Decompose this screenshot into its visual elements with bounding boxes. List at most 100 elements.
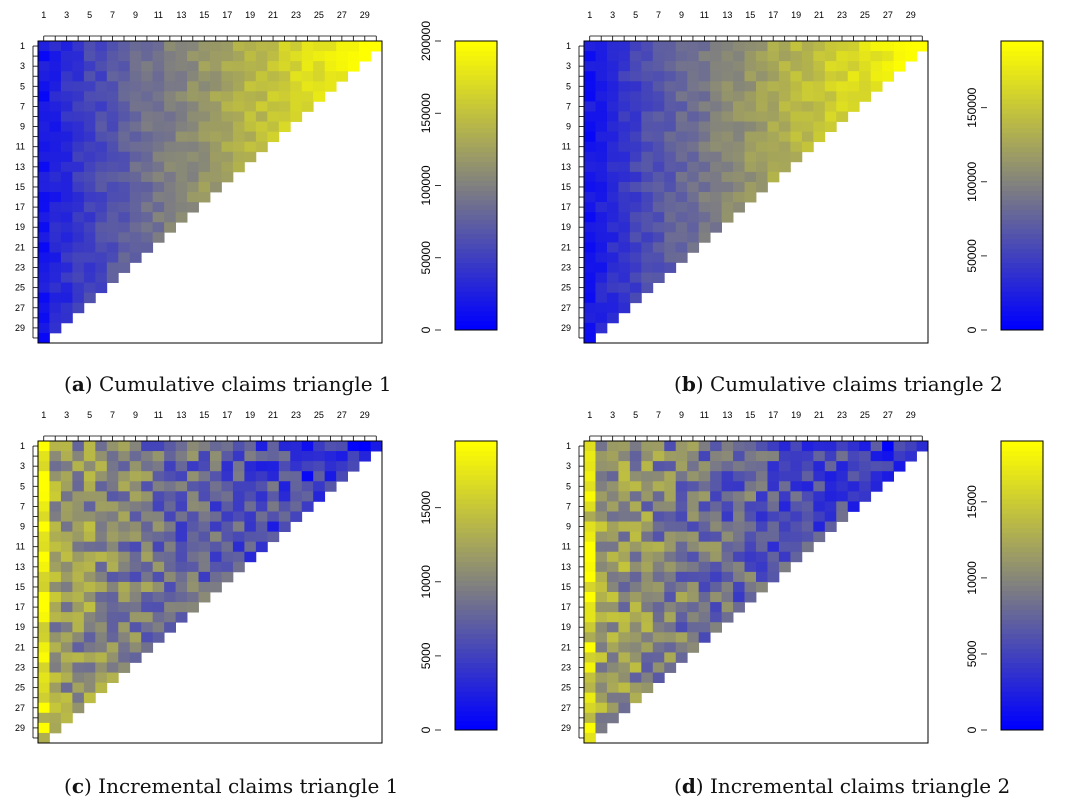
colorbar-tick-label: 0	[965, 726, 979, 733]
heatmap-cell	[721, 161, 734, 173]
heatmap-cell	[49, 672, 62, 683]
heatmap-cell	[744, 551, 757, 563]
heatmap-cell	[164, 91, 176, 102]
heatmap-cell	[49, 181, 62, 193]
heatmap-cell	[790, 451, 803, 462]
colorbar-segment	[455, 248, 497, 254]
heatmap-cell	[49, 121, 62, 132]
x-tick-label: 11	[700, 10, 709, 20]
heatmap-cell	[118, 642, 131, 653]
heatmap-cell	[721, 41, 734, 52]
heatmap-cell	[38, 732, 50, 744]
heatmap-cell	[641, 111, 654, 122]
heatmap-cell	[164, 161, 176, 173]
heatmap-cell	[641, 642, 654, 653]
heatmap-cell	[859, 91, 872, 102]
heatmap-cell	[232, 101, 245, 112]
colorbar-segment	[1001, 151, 1043, 158]
heatmap-cell	[767, 571, 780, 583]
heatmap-cell	[664, 51, 677, 62]
colorbar-segment	[1001, 696, 1043, 702]
heatmap-cell	[60, 441, 73, 452]
heatmap-cell	[72, 151, 85, 163]
heatmap-cell	[210, 571, 222, 583]
colorbar-segment	[1001, 489, 1043, 495]
heatmap-cell	[38, 692, 50, 704]
heatmap-cell	[687, 541, 700, 553]
heatmap-cell	[698, 202, 711, 213]
heatmap-cell	[72, 202, 85, 213]
heatmap-cell	[733, 161, 745, 173]
heatmap-cell	[198, 541, 211, 553]
colorbar-segment	[1001, 103, 1043, 109]
colorbar-tick-label: 5000	[419, 642, 433, 669]
colorbar-segment	[1001, 161, 1043, 167]
heatmap-cell	[836, 481, 849, 492]
heatmap-cell	[336, 61, 348, 72]
heatmap-cell	[698, 571, 711, 583]
heatmap-cell	[198, 592, 211, 603]
heatmap-cell	[38, 541, 50, 553]
heatmap-cell	[618, 141, 631, 153]
heatmap-cell	[38, 151, 50, 163]
heatmap-cell	[244, 501, 257, 512]
heatmap-cell	[916, 41, 929, 52]
colorbar-segment	[455, 465, 497, 471]
heatmap-cell	[629, 161, 642, 173]
heatmap-cell	[106, 581, 119, 593]
heatmap-cell	[905, 41, 917, 52]
heatmap-cell	[187, 151, 199, 163]
heatmap-cell	[733, 121, 745, 132]
colorbar-segment	[455, 60, 497, 66]
colorbar-segment	[1001, 474, 1043, 481]
heatmap-cell	[129, 511, 142, 522]
heatmap-cell	[118, 491, 131, 502]
colorbar-segment	[455, 146, 497, 153]
heatmap-cell	[801, 111, 814, 122]
heatmap-cell	[698, 41, 711, 52]
heatmap-cell	[584, 561, 596, 573]
heatmap-cell	[129, 131, 142, 143]
heatmap-cell	[675, 652, 688, 663]
heatmap-cell	[118, 71, 131, 82]
heatmap-cell	[606, 61, 619, 72]
colorbar-tick-label: 5000	[965, 640, 979, 667]
heatmap-cell	[744, 441, 757, 452]
heatmap-cell	[870, 481, 883, 492]
heatmap-cell	[595, 131, 608, 143]
heatmap-cell	[38, 471, 50, 482]
heatmap-cell	[595, 272, 608, 283]
heatmap-cell	[95, 51, 108, 62]
heatmap-cell	[721, 551, 734, 563]
colorbar-segment	[1001, 566, 1043, 572]
heatmap-cell	[118, 551, 131, 563]
heatmap-cell	[370, 441, 383, 452]
colorbar-segment	[1001, 657, 1043, 664]
heatmap-cell	[232, 81, 245, 92]
heatmap-cell	[790, 551, 803, 563]
heatmap-cell	[652, 521, 665, 532]
heatmap-cell	[164, 192, 176, 203]
heatmap-cell	[95, 111, 108, 122]
heatmap-cell	[756, 441, 768, 452]
heatmap-cell	[60, 692, 73, 704]
heatmap-cell	[152, 531, 165, 543]
heatmap-cell	[129, 212, 142, 223]
heatmap-cell	[187, 511, 199, 522]
colorbar-segment	[1001, 498, 1043, 505]
heatmap-cell	[744, 451, 757, 462]
x-tick-label: 27	[337, 10, 347, 20]
heatmap-cell	[72, 181, 85, 193]
heatmap-cell	[187, 111, 199, 122]
heatmap-cell	[629, 622, 642, 633]
heatmap-cell	[72, 232, 85, 243]
heatmap-cell	[606, 222, 619, 233]
heatmap-cell	[641, 202, 654, 213]
heatmap-cell	[38, 642, 50, 653]
heatmap-cell	[198, 521, 211, 532]
x-tick-label: 17	[222, 10, 232, 20]
heatmap-cell	[141, 161, 154, 173]
heatmap-cell	[641, 662, 654, 673]
heatmap-cell	[301, 451, 314, 462]
heatmap-cell	[584, 652, 596, 663]
